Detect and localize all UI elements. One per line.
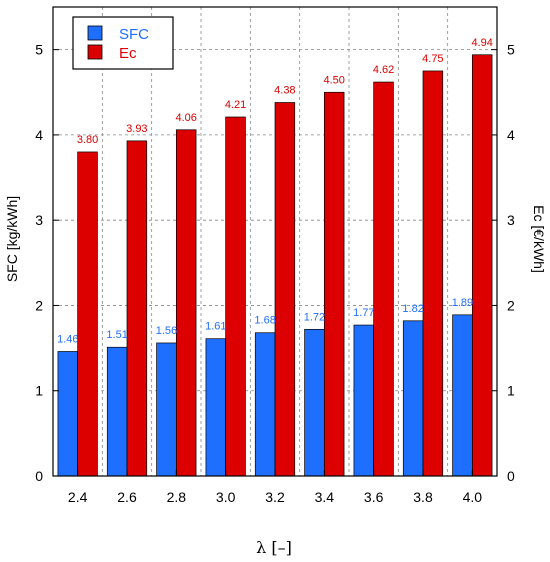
y-tick-label-left: 2 [35, 297, 43, 313]
legend-label-sfc: SFC [119, 26, 149, 43]
legend-swatch-sfc [87, 25, 103, 41]
bar-ec [373, 81, 394, 477]
data-label-ec: 3.93 [126, 123, 147, 135]
y-axis-left-title: SFC [kg/kWh] [4, 196, 20, 282]
x-tick-label: 2.4 [68, 489, 88, 505]
bar-sfc [57, 351, 79, 477]
y-tick-label-right: 1 [507, 383, 515, 399]
bar-sfc [106, 346, 128, 477]
y-tick-label-right: 2 [507, 297, 515, 313]
bar-sfc [402, 320, 424, 477]
bar-sfc [304, 328, 325, 477]
y-tick-label-right: 5 [507, 42, 515, 58]
x-tick-label: 3.4 [315, 489, 335, 505]
data-label-sfc: 1.77 [353, 307, 374, 319]
y-tick-label-left: 5 [35, 42, 43, 58]
y-tick-label-left: 3 [35, 212, 43, 228]
bar-ec [274, 102, 296, 477]
legend-label-ec: Ec [119, 45, 137, 62]
data-labels: 1.46 1.51 1.56 1.61 1.68 1.72 1.77 1.82 1.89 3.80… [57, 37, 493, 346]
y-axis-right-title: Ec [€/kWh] [531, 205, 547, 273]
legend: SFC Ec [72, 16, 174, 70]
data-label-sfc: 1.61 [205, 321, 226, 333]
x-tick-label: 3.6 [364, 489, 384, 505]
bar-sfc [452, 314, 473, 477]
bar-ec [175, 129, 197, 477]
y-axis-right-ticks: 0 1 2 3 4 5 [491, 42, 515, 484]
data-label-sfc: 1.89 [452, 297, 473, 309]
bar-ec [77, 151, 98, 477]
bar-ec [422, 70, 444, 477]
data-label-sfc: 1.56 [156, 325, 177, 337]
y-tick-label-right: 3 [507, 212, 515, 228]
x-tick-label: 3.2 [265, 489, 285, 505]
data-label-ec: 4.38 [274, 85, 295, 97]
bar-ec [323, 91, 345, 477]
x-tick-label: 2.6 [117, 489, 137, 505]
data-label-ec: 4.06 [175, 112, 196, 124]
x-tick-label: 4.0 [463, 489, 483, 505]
data-label-ec: 4.21 [225, 99, 246, 111]
x-axis-ticks: 2.4 2.6 2.8 3.0 3.2 3.4 3.6 3.8 4.0 [68, 470, 482, 505]
bars [57, 54, 493, 477]
data-label-sfc: 1.51 [106, 329, 127, 341]
x-axis-title: λ [–] [256, 538, 292, 557]
data-label-sfc: 1.68 [254, 315, 275, 327]
bar-sfc [353, 324, 375, 477]
data-label-ec: 4.62 [373, 64, 394, 76]
bar-sfc [205, 338, 227, 477]
bar-sfc [156, 342, 177, 477]
data-label-ec: 4.50 [323, 74, 344, 86]
y-tick-label-left: 0 [35, 468, 43, 484]
data-label-ec: 4.94 [471, 37, 492, 49]
y-tick-label-left: 1 [35, 383, 43, 399]
legend-swatch-ec [87, 44, 103, 60]
x-tick-label: 2.8 [167, 489, 187, 505]
data-label-sfc: 1.82 [402, 303, 423, 315]
data-label-ec: 4.75 [422, 53, 443, 65]
y-tick-label-left: 4 [35, 127, 43, 143]
bar-ec [225, 116, 246, 477]
bar-ec [126, 140, 148, 477]
data-label-ec: 3.80 [77, 134, 98, 146]
y-tick-label-right: 0 [507, 468, 515, 484]
y-tick-label-right: 4 [507, 127, 515, 143]
x-tick-label: 3.0 [216, 489, 236, 505]
x-tick-label: 3.8 [413, 489, 433, 505]
bar-ec [471, 54, 493, 477]
data-label-sfc: 1.72 [304, 311, 325, 323]
bar-sfc [254, 332, 276, 477]
data-label-sfc: 1.46 [57, 334, 78, 346]
y-axis-left-ticks: 0 1 2 3 4 5 [35, 42, 59, 484]
